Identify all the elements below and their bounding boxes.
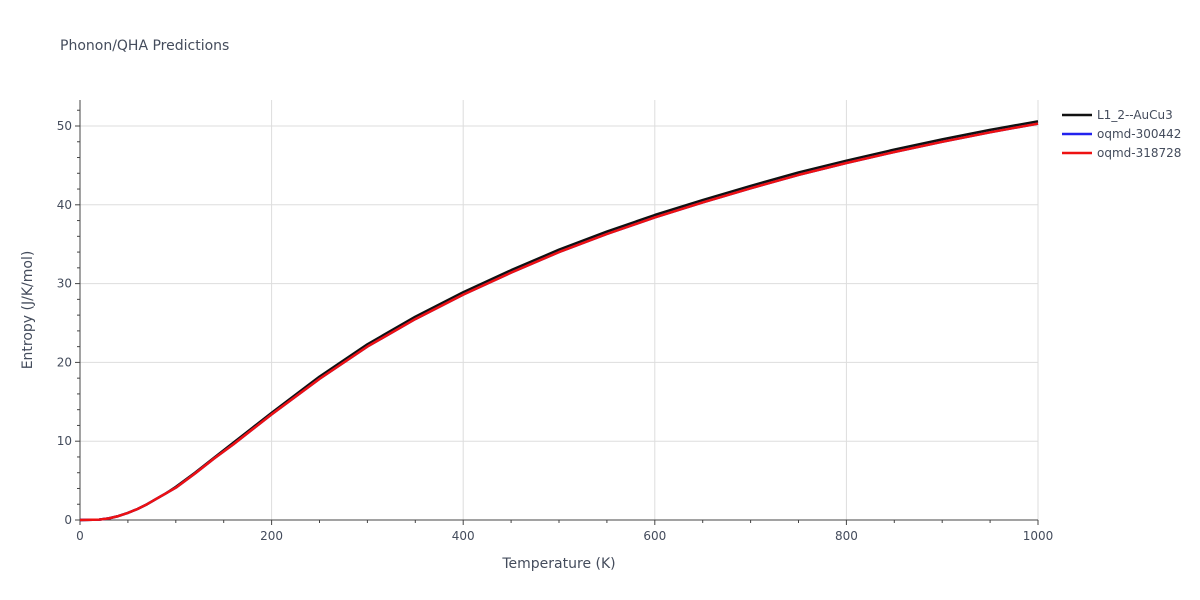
series-lines (79, 120, 1039, 522)
x-tick-label: 400 (452, 529, 475, 543)
axes (75, 100, 1039, 525)
x-tick-label: 200 (260, 529, 283, 543)
x-tick-label: 800 (835, 529, 858, 543)
x-tick-label: 1000 (1023, 529, 1054, 543)
y-tick-label: 0 (64, 513, 72, 527)
series-line (79, 122, 1039, 522)
chart-title: Phonon/QHA Predictions (60, 38, 229, 54)
y-tick-label: 40 (57, 198, 72, 212)
grid-lines (80, 100, 1039, 520)
legend-label[interactable]: oqmd-318728 (1097, 146, 1181, 160)
x-tick-label: 0 (76, 529, 84, 543)
y-tick-label: 30 (57, 277, 72, 291)
tick-labels: 0 200 400 600 800 1000 0 10 20 30 40 50 (57, 119, 1054, 543)
y-axis-title: Entropy (J/K/mol) (20, 251, 36, 370)
legend[interactable]: L1_2--AuCu3 oqmd-300442 oqmd-318728 (1062, 108, 1181, 160)
x-tick-label: 600 (643, 529, 666, 543)
legend-label[interactable]: L1_2--AuCu3 (1097, 108, 1173, 122)
y-tick-label: 20 (57, 355, 72, 369)
x-axis-title: Temperature (K) (501, 556, 615, 572)
y-tick-label: 50 (57, 119, 72, 133)
legend-label[interactable]: oqmd-300442 (1097, 127, 1181, 141)
y-tick-label: 10 (57, 434, 72, 448)
